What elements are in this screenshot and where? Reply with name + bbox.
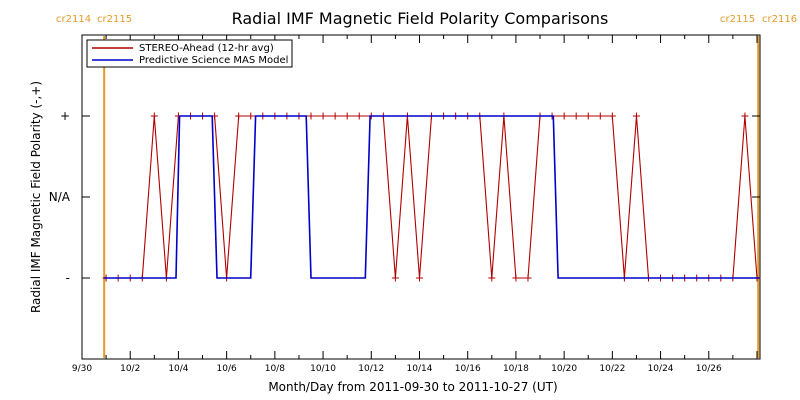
cr-label-right-b: cr2116 [762,14,797,25]
x-tick-label: 10/10 [310,364,336,374]
data-point [355,112,363,120]
x-tick-label: 10/22 [599,364,625,374]
cr-label-left-a: cr2114 [56,14,91,25]
plot-frame [81,34,761,360]
data-point [331,112,339,120]
data-point [415,274,423,282]
x-tick-label: 10/12 [358,364,384,374]
legend-label-stereo: STEREO-Ahead (12-hr avg) [139,43,274,54]
x-axis-label: Month/Day from 2011-09-30 to 2011-10-27 … [268,380,557,394]
legend-box [86,39,293,68]
data-point [343,112,351,120]
cr-label-right-a: cr2115 [720,14,755,25]
y-tick-label: + [60,109,70,123]
x-tick-label: 10/16 [455,364,481,374]
data-point [488,274,496,282]
data-point [307,112,315,120]
data-point [596,112,604,120]
x-tick-label: 10/20 [551,364,577,374]
series-line-1 [103,115,760,279]
y-tick-label: N/A [49,190,71,204]
x-tick-label: 10/26 [696,364,722,374]
series-line-0 [106,115,758,279]
data-point [560,112,568,120]
data-point [632,112,640,120]
x-tick-label: 10/6 [217,364,237,374]
x-tick-label: 10/18 [503,364,529,374]
legend-label-mas: Predictive Science MAS Model [139,55,288,66]
data-point [235,112,243,120]
legend: STEREO-Ahead (12-hr avg) Predictive Scie… [86,39,293,68]
data-point [391,274,399,282]
data-point [524,274,532,282]
data-point [247,112,255,120]
data-point [512,274,520,282]
cr-label-left-b: cr2115 [97,14,132,25]
data-point [572,112,580,120]
data-point [150,112,158,120]
chart-title: Radial IMF Magnetic Field Polarity Compa… [232,9,609,28]
x-tick-label: 9/30 [72,364,92,374]
x-tick-label: 10/14 [407,364,433,374]
x-tick-label: 10/24 [648,364,674,374]
x-tick-label: 10/8 [265,364,285,374]
data-point [584,112,592,120]
data-point [608,112,616,120]
y-axis-label: Radial IMF Magnetic Field Polarity (-,+) [29,81,43,313]
y-tick-label: - [66,271,70,285]
x-tick-label: 10/4 [168,364,188,374]
data-point [319,112,327,120]
x-tick-label: 10/2 [120,364,140,374]
data-point [741,112,749,120]
